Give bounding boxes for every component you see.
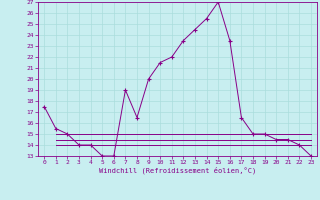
X-axis label: Windchill (Refroidissement éolien,°C): Windchill (Refroidissement éolien,°C) <box>99 167 256 174</box>
